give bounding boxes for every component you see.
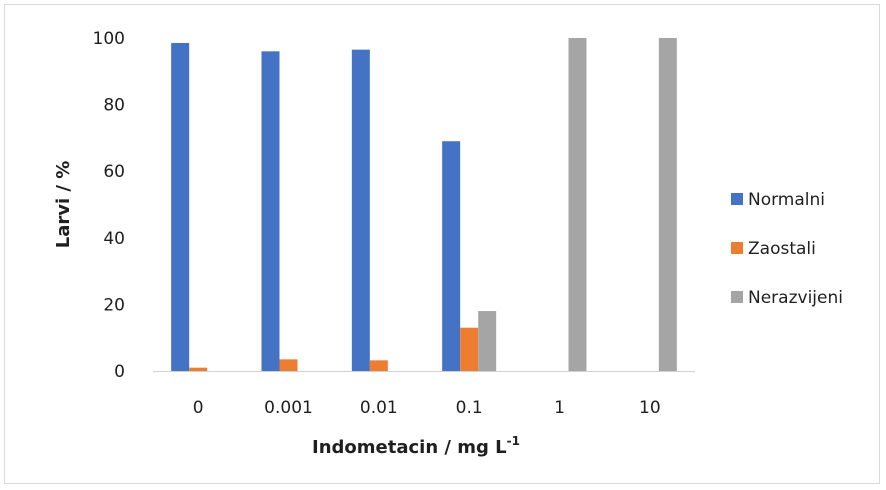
x-tick-label: 0 bbox=[193, 398, 204, 418]
y-tick-label: 80 bbox=[103, 96, 125, 116]
legend-label-zaostali: Zaostali bbox=[748, 239, 816, 259]
x-tick-label: 0.1 bbox=[456, 398, 483, 418]
x-tick-label: 0.01 bbox=[360, 398, 398, 418]
bar-zaostali-0.01 bbox=[369, 360, 388, 371]
bar-nerazvijeni-1 bbox=[568, 38, 587, 371]
legend-swatch-zaostali bbox=[731, 242, 743, 254]
bars bbox=[171, 38, 677, 372]
y-tick-label: 60 bbox=[103, 162, 125, 182]
x-tick-label: 0.001 bbox=[264, 398, 313, 418]
bar-nerazvijeni-10 bbox=[658, 38, 677, 371]
bar-zaostali-0.001 bbox=[279, 359, 298, 371]
x-axis-title-main: Indometacin / mg L bbox=[312, 437, 507, 458]
x-tick-label: 1 bbox=[554, 398, 565, 418]
bar-nerazvijeni-0.1 bbox=[478, 311, 497, 371]
x-axis-title-superscript: -1 bbox=[507, 434, 520, 448]
x-tick-label: 10 bbox=[639, 398, 661, 418]
legend-label-nerazvijeni: Nerazvijeni bbox=[748, 288, 843, 308]
bar-zaostali-0.1 bbox=[460, 327, 479, 371]
legend-swatch-nerazvijeni bbox=[731, 291, 743, 303]
bar-normalni-0.01 bbox=[351, 49, 370, 371]
legend-swatch-normalni bbox=[731, 193, 743, 205]
bar-normalni-0 bbox=[171, 42, 190, 372]
y-axis-title: Larvi / % bbox=[53, 161, 74, 249]
y-tick-label: 20 bbox=[103, 295, 125, 315]
y-tick-label: 40 bbox=[103, 229, 125, 249]
bar-zaostali-0 bbox=[189, 367, 208, 371]
chart-frame: 0 20 40 60 80 100 0 0.001 0.01 0.1 1 10 Larvi / % … bbox=[4, 4, 880, 484]
y-tick-label: 100 bbox=[93, 29, 125, 49]
legend: Normalni Zaostali Nerazvijeni bbox=[731, 190, 843, 308]
bar-normalni-0.1 bbox=[442, 141, 461, 371]
x-axis-ticks: 0 0.001 0.01 0.1 1 10 bbox=[193, 398, 661, 418]
y-axis-ticks: 0 20 40 60 80 100 bbox=[93, 29, 125, 382]
legend-label-normalni: Normalni bbox=[748, 190, 825, 210]
bar-normalni-0.001 bbox=[261, 51, 280, 371]
x-axis-title: Indometacin / mg L-1 bbox=[312, 434, 520, 458]
y-tick-label: 0 bbox=[114, 362, 125, 382]
